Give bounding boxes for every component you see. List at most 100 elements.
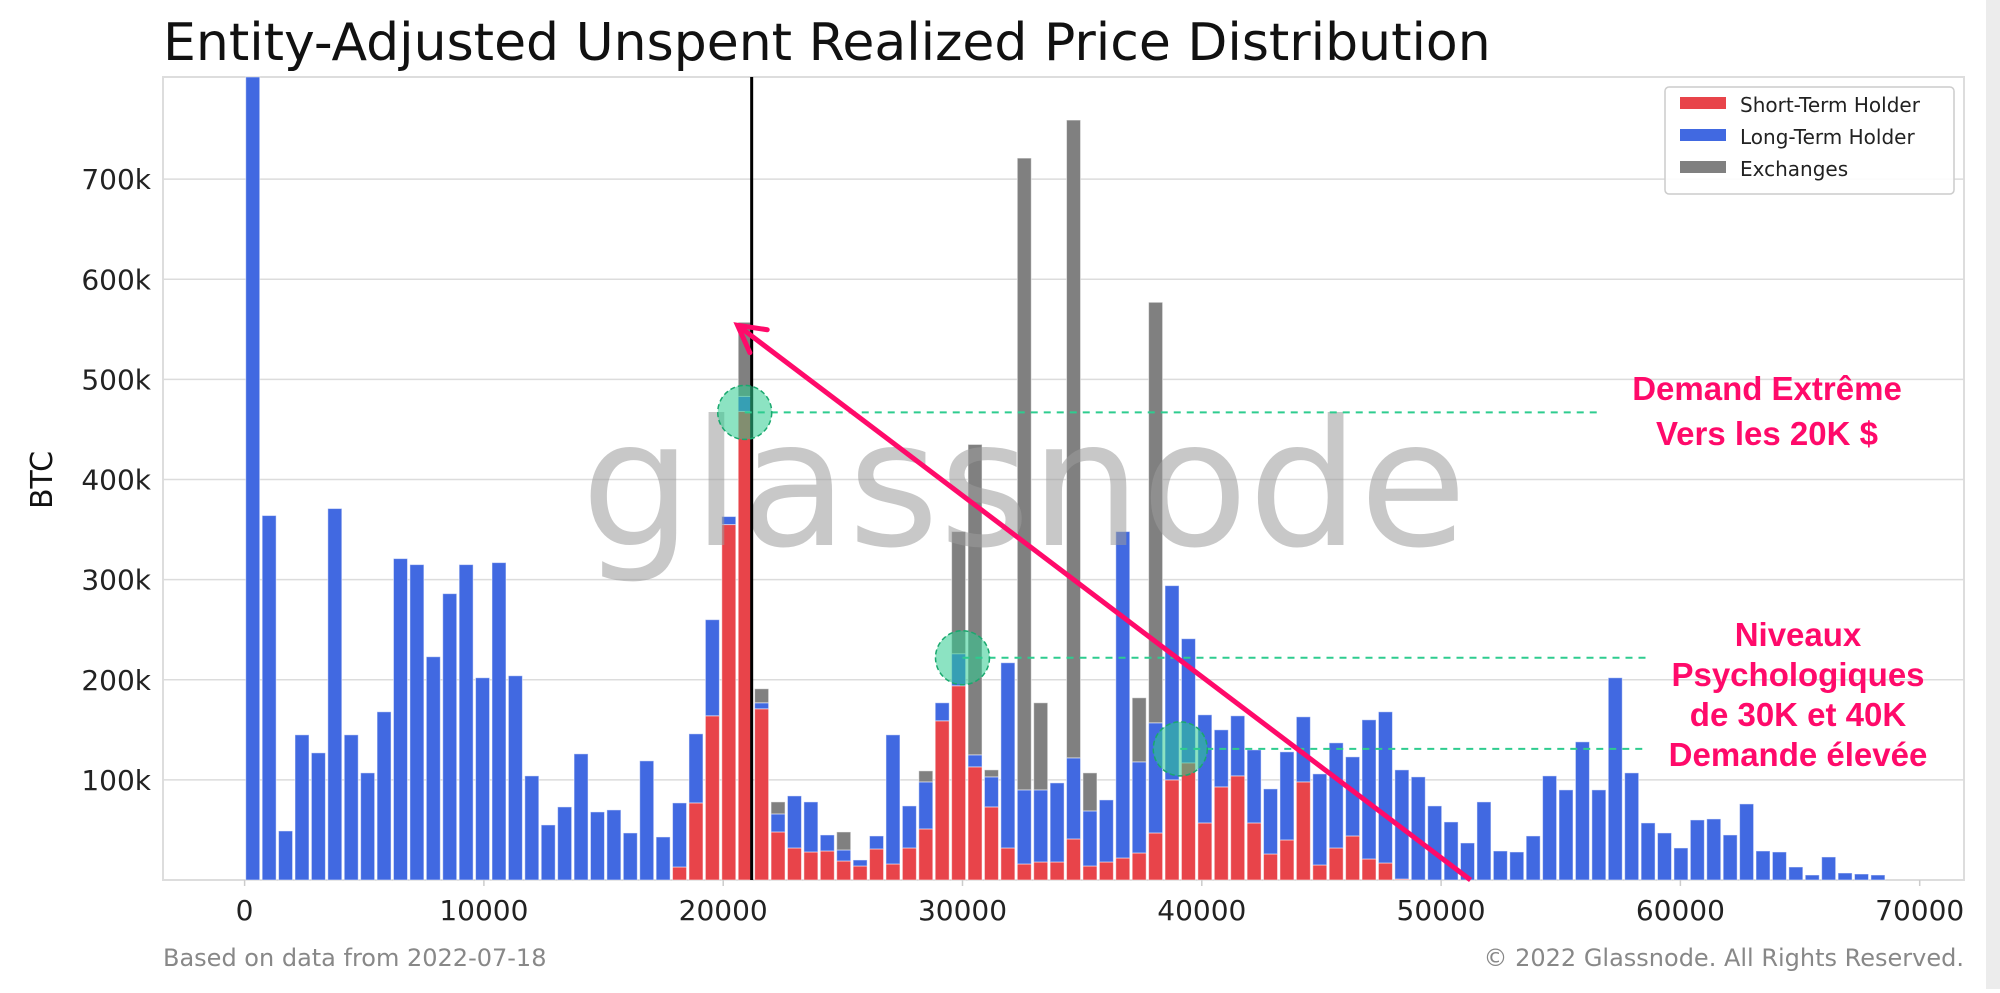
bar-long-term-holder [1788, 866, 1804, 881]
bar-short-term-holder [1180, 762, 1196, 881]
y-tick-label: 100k [81, 764, 151, 797]
bar-short-term-holder [704, 715, 720, 881]
x-tick-label: 40000 [1157, 894, 1246, 927]
bar-long-term-holder [1049, 782, 1065, 863]
bar-long-term-holder [507, 675, 523, 881]
bar-long-term-holder [1542, 775, 1558, 881]
bar-long-term-holder [754, 702, 770, 710]
bar-long-term-holder [245, 76, 261, 881]
bar-long-term-holder [1607, 677, 1623, 881]
bar-long-term-holder [786, 795, 802, 849]
x-tick-labels: 0 10000 20000 30000 40000 50000 60000 70000 [236, 880, 1964, 927]
bar-exchanges [1066, 119, 1082, 759]
bar-long-term-holder [442, 593, 458, 881]
bar-long-term-holder [1476, 801, 1492, 881]
annotation-psychological-levels: de 30K et 40K [1690, 696, 1907, 733]
bar-long-term-holder [343, 734, 359, 881]
highlight-circle [1152, 721, 1209, 777]
bar-long-term-holder [1082, 810, 1098, 867]
bar-long-term-holder [540, 824, 556, 881]
bar-long-term-holder [310, 752, 326, 881]
bar-short-term-holder [1345, 835, 1361, 881]
bar-exchanges [918, 770, 934, 783]
bar-short-term-holder [1148, 832, 1164, 881]
bar-long-term-holder [852, 859, 868, 867]
legend-swatch-long-term [1680, 129, 1726, 141]
bar-short-term-holder [672, 866, 688, 881]
bar-long-term-holder [1624, 772, 1640, 881]
bar-long-term-holder [1098, 799, 1114, 863]
x-tick-label: 60000 [1636, 894, 1725, 927]
y-tick-label: 500k [81, 363, 151, 396]
bar-long-term-holder [1230, 715, 1246, 777]
bar-short-term-holder [1115, 857, 1131, 881]
bar-long-term-holder [885, 734, 901, 865]
bar-short-term-holder [1016, 863, 1032, 881]
highlight-circle [934, 629, 991, 686]
bar-long-term-holder [1591, 789, 1607, 881]
arrow-head-icon [733, 322, 770, 356]
chart-title: Entity-Adjusted Unspent Realized Price D… [163, 13, 1491, 73]
bar-long-term-holder [1673, 847, 1689, 881]
bar-long-term-holder [1509, 851, 1525, 881]
bar-short-term-holder [1049, 861, 1065, 881]
y-tick-label: 400k [81, 464, 151, 497]
bar-short-term-holder [1164, 779, 1180, 881]
bar-long-term-holder [294, 734, 310, 881]
bar-long-term-holder [1837, 872, 1853, 881]
bar-long-term-holder [376, 711, 392, 881]
bar-short-term-holder [1328, 847, 1344, 881]
bar-long-term-holder [819, 834, 835, 852]
bar-short-term-holder [819, 850, 835, 881]
footer-source-date: Based on data from 2022-07-18 [163, 944, 546, 972]
bar-short-term-holder [1377, 862, 1393, 881]
x-tick-label: 10000 [439, 894, 528, 927]
watermark: glassnode [581, 384, 1467, 587]
bar-long-term-holder [392, 558, 408, 881]
x-tick-label: 50000 [1397, 894, 1486, 927]
bar-long-term-holder [622, 832, 638, 881]
bar-exchanges [1148, 301, 1164, 724]
bar-exchanges [1033, 702, 1049, 791]
bar-long-term-holder [1755, 850, 1771, 881]
bar-long-term-holder [770, 813, 786, 833]
bar-short-term-holder [951, 685, 967, 881]
bar-short-term-holder [786, 847, 802, 881]
legend-swatch-short-term [1680, 97, 1726, 109]
bar-long-term-holder [1427, 805, 1443, 881]
bar-long-term-holder [1739, 803, 1755, 881]
right-edge-border [1986, 0, 2000, 989]
bar-long-term-holder [1377, 711, 1393, 864]
bar-long-term-holder [1016, 789, 1032, 865]
bar-short-term-holder [934, 720, 950, 881]
bar-short-term-holder [1230, 775, 1246, 881]
bar-short-term-holder [983, 806, 999, 881]
bar-long-term-holder [1279, 751, 1295, 841]
y-tick-label: 700k [81, 163, 151, 196]
bar-long-term-holder [1000, 662, 1016, 849]
y-axis-label: BTC [25, 451, 60, 509]
bar-long-term-holder [1821, 856, 1837, 881]
bar-exchanges [836, 831, 852, 851]
bar-exchanges [754, 688, 770, 704]
bar-long-term-holder [1870, 874, 1886, 881]
bar-long-term-holder [261, 515, 277, 881]
bar-long-term-holder [967, 754, 983, 768]
bar-long-term-holder [1246, 749, 1262, 824]
bar-short-term-holder [1361, 858, 1377, 881]
bar-exchanges [1082, 772, 1098, 812]
bar-long-term-holder [606, 809, 622, 881]
bar-short-term-holder [1197, 822, 1213, 881]
bar-short-term-holder [1131, 852, 1147, 881]
bar-short-term-holder [1000, 847, 1016, 881]
bar-long-term-holder [803, 801, 819, 853]
annotation-demand-extreme: Vers les 20K $ [1656, 415, 1878, 452]
bar-short-term-holder [1082, 865, 1098, 881]
bar-long-term-holder [1657, 832, 1673, 881]
bar-long-term-holder [278, 830, 294, 881]
y-tick-label: 200k [81, 664, 151, 697]
bar-long-term-holder [901, 805, 917, 849]
bar-long-term-holder [688, 733, 704, 804]
bar-long-term-holder [1525, 835, 1541, 881]
bar-short-term-holder [770, 831, 786, 881]
